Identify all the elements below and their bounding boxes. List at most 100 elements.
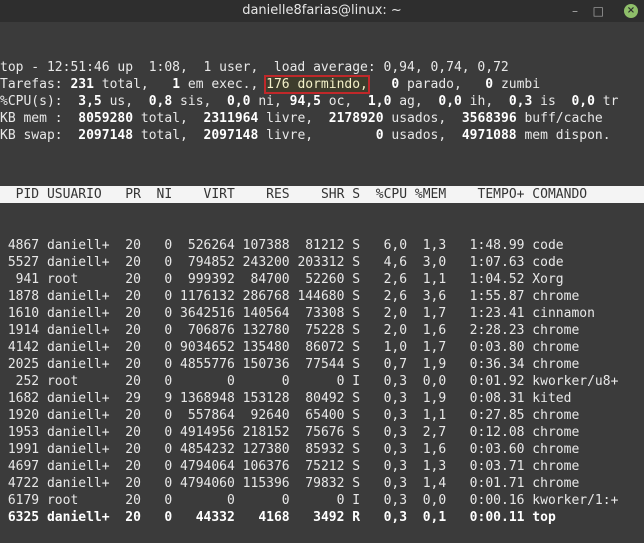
cell-pr: 20 [109,459,141,474]
cell-pid: 1914 [0,323,40,338]
summary-text: %CPU(s): [0,94,79,109]
cell-pr: 20 [109,357,141,372]
cell-tempo: 1:07.63 [446,255,525,270]
summary-text: 4971088 [461,128,517,143]
cell-ni: 0 [140,425,173,440]
summary-line: Tarefas: 231 total, 1 em exec., 176 dorm… [0,75,644,94]
summary-text: 3,5 [78,94,102,109]
cell-res: 153128 [234,391,290,406]
summary-text: livre, [258,128,376,143]
summary-text: KB mem : [0,111,79,126]
cell-cpu: 2,0 [360,323,408,338]
cell-usuario: root [39,493,110,508]
cell-pr: 20 [109,306,141,321]
cell-tempo: 0:03.60 [446,442,525,457]
summary-text: zumbi [493,77,541,92]
cell-res: 107388 [234,238,290,253]
cell-shr: 77544 [289,357,345,372]
cell-cpu: 1,0 [360,340,408,355]
cell-virt: 1176132 [172,289,235,304]
cell-s: S [344,255,361,270]
summary-text: 1 [172,77,181,92]
cell-comando: top [524,510,556,525]
cell-pr: 20 [109,323,141,338]
cell-s: S [344,459,361,474]
cell-comando: chrome [524,476,580,491]
cell-s: S [344,442,361,457]
summary-line: %CPU(s): 3,5 us, 0,8 sis, 0,0 ni, 94,5 o… [0,93,644,110]
cell-s: S [344,323,361,338]
window-title: danielle8farias@linux: ~ [242,3,402,18]
cell-ni: 0 [140,374,173,389]
cell-cpu: 0,3 [360,442,408,457]
table-row: 1878 daniell+ 20 0 1176132 286768 144680… [0,288,644,305]
cell-usuario: daniell+ [39,391,110,406]
summary-text: 0,3 [508,94,533,109]
cell-shr: 75212 [289,459,345,474]
cell-pid: 1878 [0,289,40,304]
cell-comando: chrome [524,459,580,474]
cell-comando: code [524,238,564,253]
cell-virt: 4854232 [172,442,235,457]
cell-cpu: 0,3 [360,476,408,491]
cell-cpu: 0,3 [360,493,408,508]
close-icon[interactable]: × [624,4,638,18]
cell-s: S [344,238,361,253]
cell-ni: 0 [140,493,173,508]
cell-virt: 794852 [172,255,235,270]
column-header: COMANDO [524,187,588,202]
cell-tempo: 1:04.52 [446,272,525,287]
cell-usuario: daniell+ [39,510,110,525]
cell-pr: 20 [109,272,141,287]
cell-s: S [344,476,361,491]
cell-virt: 3642516 [172,306,235,321]
cell-comando: code [524,255,564,270]
cell-pid: 4142 [0,340,40,355]
summary-text: 2097148 [78,128,134,143]
cell-virt: 4794060 [172,476,235,491]
cell-s: I [344,374,361,389]
summary-text: ih, [461,94,509,109]
table-row: 1682 daniell+ 29 9 1368948 153128 80492 … [0,390,644,407]
cell-cpu: 2,6 [360,272,408,287]
summary-line: KB mem : 8059280 total, 2311964 livre, 2… [0,110,644,127]
cell-pid: 2025 [0,357,40,372]
cell-virt: 9034652 [172,340,235,355]
cell-ni: 0 [140,238,173,253]
cell-shr: 75228 [289,323,345,338]
cell-shr: 0 [289,374,345,389]
cell-pid: 6325 [0,510,40,525]
cell-res: 106376 [234,459,290,474]
column-header: %MEM [407,187,447,202]
column-header: PR [109,187,141,202]
minimize-icon[interactable]: – [572,4,578,18]
cell-pr: 20 [109,408,141,423]
cell-tempo: 0:00.16 [446,493,525,508]
cell-pr: 20 [109,493,141,508]
summary-text: usados, [383,128,462,143]
process-table: 4867 daniell+ 20 0 526264 107388 81212 S… [0,237,644,526]
cell-mem: 1,9 [407,391,447,406]
summary-text: 2311964 [203,111,259,126]
table-row: 4697 daniell+ 20 0 4794064 106376 75212 … [0,458,644,475]
summary-text: 2178920 [328,111,384,126]
cell-virt: 0 [172,374,235,389]
cell-shr: 203312 [289,255,345,270]
terminal-output[interactable]: top - 12:51:46 up 1:08, 1 user, load ave… [0,25,644,543]
summary-text: tr [594,94,619,109]
cell-usuario: daniell+ [39,238,110,253]
cell-cpu: 2,6 [360,289,408,304]
cell-cpu: 4,6 [360,255,408,270]
cell-mem: 0,1 [407,510,447,525]
summary-text: parado, [399,77,486,92]
cell-pid: 1991 [0,442,40,457]
summary-text: 0 [375,128,384,143]
cell-usuario: daniell+ [39,357,110,372]
cell-mem: 1,9 [407,357,447,372]
cell-virt: 526264 [172,238,235,253]
maximize-icon[interactable]: □ [592,4,604,18]
cell-usuario: root [39,374,110,389]
cell-ni: 0 [140,442,173,457]
column-header: PID [0,187,40,202]
cell-virt: 44332 [172,510,235,525]
